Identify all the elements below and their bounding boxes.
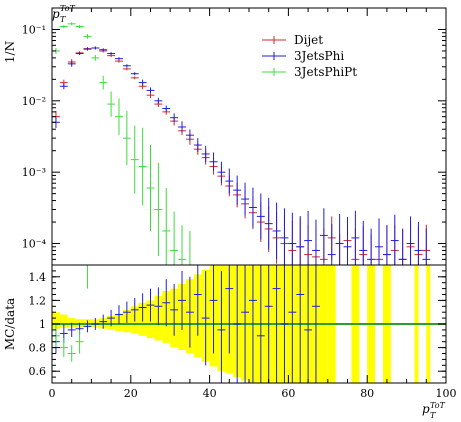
ratio-series-3jetsphi <box>52 265 320 383</box>
uncertainty-band <box>52 312 60 329</box>
ratio-y-tick-label: 1 <box>39 318 46 331</box>
x-tick-label: 80 <box>360 387 374 400</box>
legend-label: 3JetsPhi <box>294 49 344 63</box>
main-data <box>52 22 431 265</box>
x-axis-label: p T ToT <box>422 401 446 420</box>
xlabel-sup: ToT <box>430 401 446 410</box>
main-panel-title: p T ToT <box>52 4 76 24</box>
ratio-ylabel: MC/data <box>3 298 17 350</box>
legend-label: 3JetsPhiPt <box>294 65 357 79</box>
x-tick-label: 100 <box>436 387 457 400</box>
x-tick-label: 20 <box>124 387 138 400</box>
y-tick-label: 10⁻² <box>22 95 46 108</box>
legend: Dijet 3JetsPhi 3JetsPhiPt <box>262 33 357 79</box>
x-tick-label: 40 <box>203 387 217 400</box>
series-dijet <box>52 46 431 265</box>
series-3jetsphipt <box>52 22 194 265</box>
legend-label: Dijet <box>294 33 323 47</box>
ratio-y-tick-label: 0.8 <box>29 342 47 355</box>
series-3jetsphi <box>52 46 431 265</box>
xlabel-var: p <box>422 402 430 416</box>
xlabel-sub: T <box>430 411 436 420</box>
ratio-panel: 0.6 0.8 1 1.2 1.4 0 20 40 60 80 100 <box>29 264 457 400</box>
uncertainty-band <box>59 314 68 328</box>
ratio-y-tick-label: 1.2 <box>29 294 47 307</box>
main-panel: 10⁻¹ 10⁻² 10⁻³ 10⁻⁴ <box>22 7 447 266</box>
x-tick-label: 0 <box>49 387 56 400</box>
ratio-data <box>52 265 446 383</box>
y-tick-label: 10⁻⁴ <box>22 238 47 251</box>
main-ylabel: 1/N <box>3 41 17 63</box>
ratio-y-tick-label: 0.6 <box>29 365 47 378</box>
y-tick-label: 10⁻³ <box>22 166 46 179</box>
ratio-y-tick-label: 1.4 <box>29 271 47 284</box>
x-tick-label: 60 <box>281 387 295 400</box>
main-title-var: p <box>52 7 60 21</box>
y-tick-label: 10⁻¹ <box>22 23 46 36</box>
main-title-sub: T <box>60 15 66 24</box>
